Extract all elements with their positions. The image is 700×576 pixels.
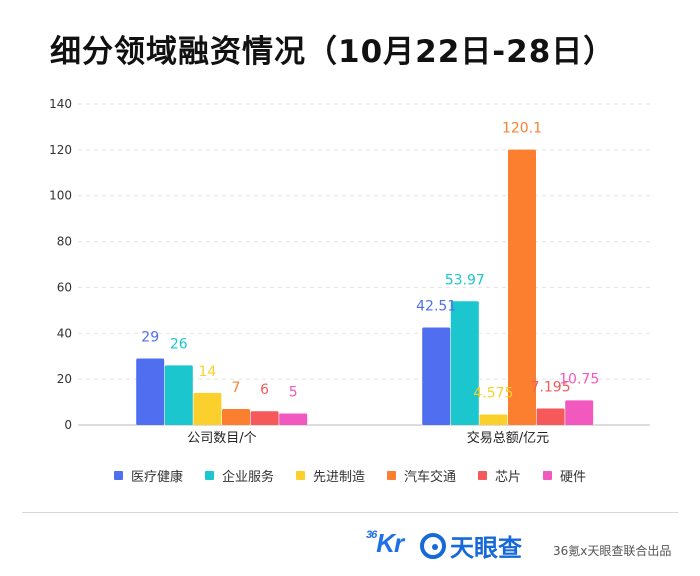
data-label: 14	[198, 364, 216, 380]
data-label: 6	[260, 382, 269, 398]
bar-chart: 0 20 40 60 80 100 120 140 29 26 14 7 6 5 42.51 53.97 4.…	[49, 97, 650, 446]
legend-swatch	[113, 471, 123, 480]
y-tick-label: 20	[57, 372, 72, 386]
data-label: 120.1	[502, 121, 542, 137]
x-tick-label: 交易总额/亿元	[467, 430, 549, 446]
y-axis-ticks: 0 20 40 60 80 100 120 140	[49, 97, 72, 432]
bar	[508, 149, 536, 425]
x-axis-ticks: 公司数目/个 交易总额/亿元	[187, 430, 549, 446]
footer: 36Kr 天眼查 36氪x天眼查联合出品	[0, 522, 700, 572]
y-tick-label: 120	[49, 143, 72, 157]
y-tick-label: 40	[57, 326, 72, 340]
legend-label: 汽车交通	[404, 470, 457, 485]
bar	[250, 411, 279, 425]
36kr-logo: 36Kr	[366, 528, 404, 559]
legend-label: 硬件	[560, 470, 587, 485]
tianyancha-mark-icon	[420, 532, 446, 559]
legend-swatch	[387, 471, 396, 480]
legend-swatch	[204, 471, 214, 480]
y-tick-label: 0	[64, 418, 72, 432]
x-tick-label: 公司数目/个	[187, 431, 256, 446]
legend-item: 先进制造	[295, 466, 365, 485]
legend-item: 企业服务	[204, 466, 274, 485]
bar	[164, 365, 193, 425]
legend: 医疗健康 企业服务 先进制造 汽车交通 芯片 硬件	[0, 466, 700, 485]
bar	[193, 392, 222, 425]
footer-divider	[22, 512, 678, 513]
bar	[222, 408, 250, 425]
data-label: 10.75	[559, 371, 599, 387]
data-label: 4.575	[473, 386, 513, 402]
legend-swatch	[543, 471, 553, 480]
legend-label: 医疗健康	[130, 470, 183, 485]
y-tick-label: 80	[57, 235, 72, 249]
legend-swatch	[295, 471, 305, 480]
bars	[136, 149, 594, 425]
data-label: 5	[289, 385, 298, 401]
credit-text: 36氪x天眼查联合出品	[553, 544, 672, 558]
data-label: 29	[141, 330, 159, 346]
data-label: 26	[170, 336, 188, 352]
data-label: 7.195	[531, 380, 571, 396]
legend-item: 芯片	[478, 466, 521, 485]
legend-swatch	[478, 471, 488, 480]
legend-label: 芯片	[495, 470, 522, 485]
36kr-logo-number: 36	[366, 529, 377, 541]
legend-label: 先进制造	[312, 470, 365, 485]
y-tick-label: 140	[49, 97, 72, 111]
bar	[450, 301, 479, 425]
bar	[536, 408, 565, 425]
legend-label: 企业服务	[221, 470, 274, 485]
data-label: 42.51	[416, 299, 456, 315]
bar	[479, 414, 508, 425]
tianyancha-logo: 天眼查	[420, 528, 522, 563]
y-tick-label: 100	[49, 189, 72, 203]
bar	[565, 400, 594, 425]
legend-item: 医疗健康	[113, 466, 183, 485]
legend-item: 汽车交通	[387, 466, 456, 485]
data-label: 7	[232, 380, 241, 396]
data-label: 53.97	[445, 272, 485, 288]
bar	[136, 358, 165, 425]
36kr-logo-suffix: Kr	[376, 528, 404, 558]
bar	[279, 413, 308, 425]
bar	[422, 327, 451, 425]
y-tick-label: 60	[57, 280, 72, 294]
legend-item: 硬件	[543, 466, 586, 485]
tianyancha-logo-text: 天眼查	[450, 534, 522, 562]
chart-title: 细分领域融资情况（10月22日-28日）	[50, 34, 616, 70]
